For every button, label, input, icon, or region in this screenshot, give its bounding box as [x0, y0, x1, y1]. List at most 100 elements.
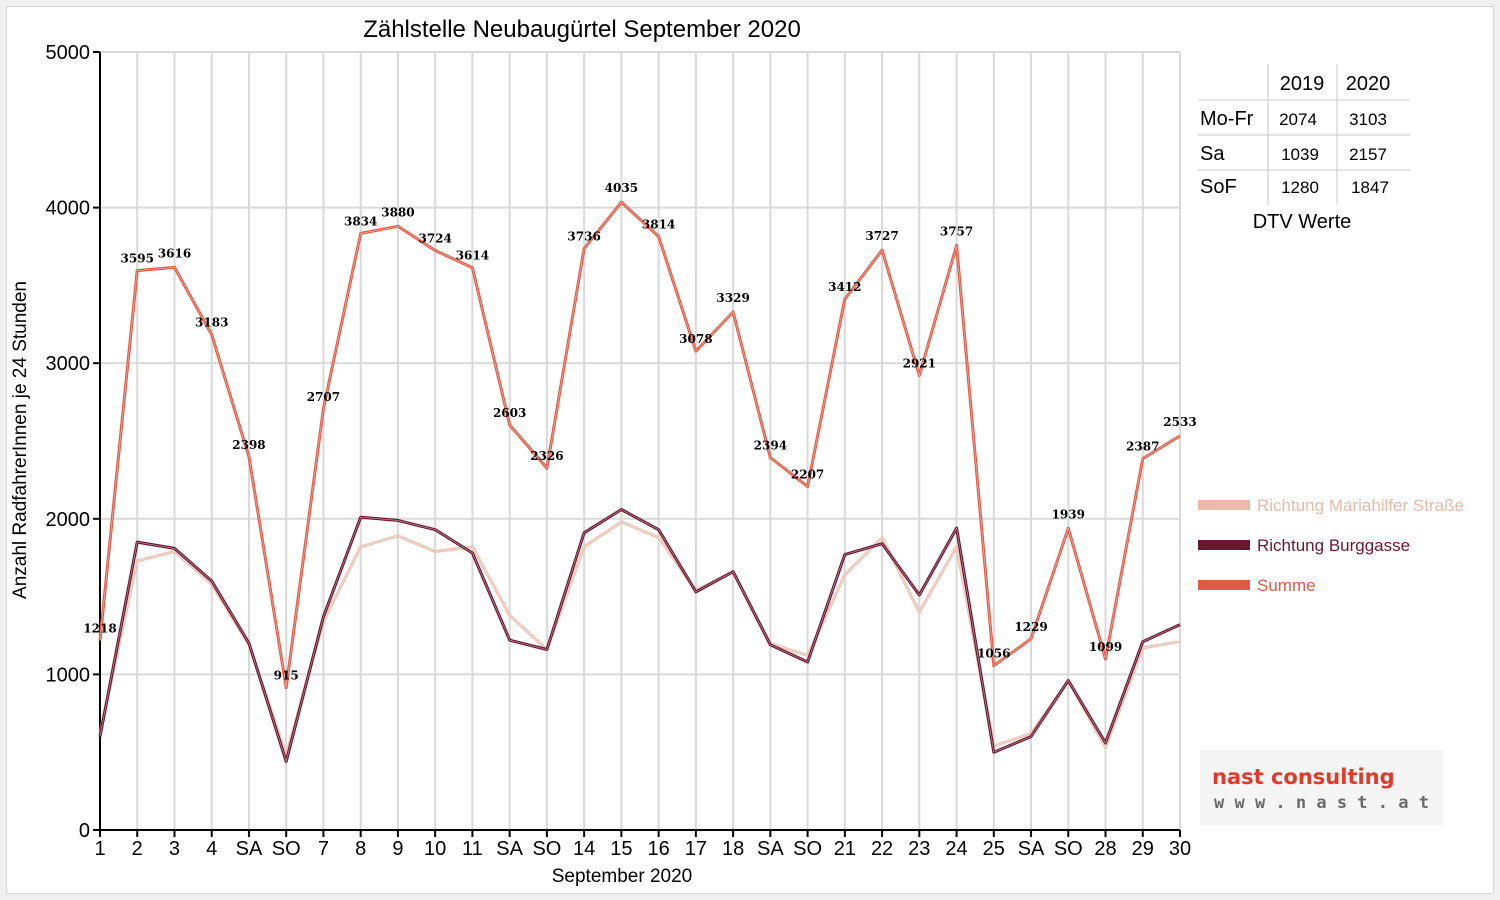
chart-frame: [6, 6, 1494, 894]
data-label: 3614: [456, 249, 489, 263]
x-tick-label: 2: [132, 838, 143, 860]
x-tick-label: SO: [272, 838, 301, 860]
data-label: 3834: [344, 214, 377, 228]
data-label: 3183: [195, 316, 228, 330]
y-tick-label: 5000: [46, 42, 91, 64]
table-cell: 2074: [1279, 110, 1317, 129]
x-tick-label: 3: [169, 838, 180, 860]
axes: [93, 51, 1181, 837]
data-label: 3757: [940, 224, 973, 238]
y-tick-label: 4000: [46, 198, 91, 220]
legend: Richtung Mariahilfer Straße Richtung Burg…: [1198, 496, 1464, 595]
x-tick-label: SA: [236, 838, 263, 860]
data-label: 1099: [1089, 640, 1122, 654]
table-row-label: SoF: [1200, 176, 1237, 198]
data-label: 2707: [307, 390, 340, 404]
x-tick-label: 30: [1169, 838, 1191, 860]
legend-swatch-1: [1198, 500, 1250, 510]
y-axis-label: Anzahl RadfahrerInnen je 24 Stunden: [10, 281, 31, 599]
x-tick-label: SO: [532, 838, 561, 860]
series-line-1: [98, 520, 1181, 757]
legend-entry-1: Richtung Mariahilfer Straße: [1257, 496, 1464, 515]
y-tick-label: 0: [79, 820, 90, 842]
data-label: 1218: [83, 621, 116, 635]
legend-swatch-3: [1198, 580, 1250, 590]
data-label: 2394: [754, 438, 787, 452]
series-line-highlight: [99, 201, 1181, 688]
data-label: 3880: [381, 205, 414, 219]
data-label: 2398: [232, 438, 265, 452]
chart-title: Zählstelle Neubaugürtel September 2020: [363, 16, 801, 43]
data-label: 915: [274, 669, 299, 683]
x-tick-label: 7: [318, 838, 329, 860]
table-cell: 3103: [1349, 110, 1387, 129]
table-cell: 2157: [1349, 145, 1387, 164]
data-label: 2207: [791, 468, 824, 482]
x-tick-label: SA: [496, 838, 523, 860]
table-row-label: Mo-Fr: [1200, 108, 1254, 130]
data-label: 3329: [716, 291, 749, 305]
table-header-2019: 2019: [1280, 73, 1325, 95]
x-tick-label: 9: [392, 838, 403, 860]
x-tick-label: SA: [1018, 838, 1045, 860]
table-caption: DTV Werte: [1253, 211, 1352, 233]
table-header-2020: 2020: [1346, 73, 1391, 95]
series-line-highlight: [99, 509, 1181, 763]
x-tick-label: 10: [424, 838, 446, 860]
logo-url: w w w . n a s t . a t: [1214, 793, 1429, 813]
series-layer: [98, 200, 1181, 763]
data-label: 3078: [679, 332, 712, 346]
x-tick-label: 11: [462, 838, 483, 860]
series-line-highlight: [99, 521, 1181, 757]
x-tick-label: 18: [722, 838, 744, 860]
data-labels: 1218 3595 3616 3183 2398 915 2707 3834 3880 3724 3…: [83, 181, 1196, 682]
company-logo: nast consulting w w w . n a s t . a t: [1200, 750, 1443, 825]
dtv-table: 2019 2020 Mo-Fr 2074 3103 Sa 1039 2157 S…: [1198, 64, 1410, 233]
x-tick-label: 29: [1132, 838, 1154, 860]
x-tick-label: 15: [610, 838, 632, 860]
data-label: 2326: [530, 449, 563, 463]
x-tick-label: 22: [871, 838, 893, 860]
x-tick-label: 14: [573, 838, 595, 860]
x-tick-label: SA: [757, 838, 784, 860]
x-tick-label: 25: [983, 838, 1005, 860]
logo-background: [1200, 750, 1443, 825]
data-label: 4035: [605, 181, 638, 195]
data-label: 1939: [1052, 507, 1085, 521]
data-label: 2533: [1163, 415, 1196, 429]
data-label: 1056: [977, 647, 1010, 661]
data-label: 3724: [418, 232, 451, 246]
data-label: 2921: [903, 356, 936, 370]
x-tick-label: 1: [94, 838, 105, 860]
x-tick-label: 21: [834, 838, 856, 860]
legend-entry-3: Summe: [1257, 576, 1316, 595]
table-cell: 1280: [1281, 178, 1319, 197]
legend-swatch-2: [1198, 540, 1250, 550]
data-label: 2387: [1126, 440, 1159, 454]
table-row-label: Sa: [1200, 143, 1225, 165]
x-tick-labels: 1 2 3 4 SA SO 7 8 9 10 11 SA SO 14 15 16 17 18 SA SO 21 22 23 2…: [94, 838, 1191, 860]
x-tick-label: 4: [206, 838, 217, 860]
table-cell: 1847: [1351, 178, 1389, 197]
table-cell: 1039: [1281, 145, 1319, 164]
data-label: 2603: [493, 406, 526, 420]
data-label: 3595: [121, 252, 154, 266]
y-tick-label: 2000: [46, 509, 91, 531]
data-label: 3736: [567, 230, 600, 244]
data-label: 3727: [865, 229, 898, 243]
data-label: 1229: [1014, 620, 1047, 634]
y-tick-labels: 0 1000 2000 3000 4000 5000: [46, 42, 91, 842]
y-tick-label: 1000: [46, 664, 91, 686]
grid: [100, 51, 1181, 830]
x-tick-label: 24: [945, 838, 967, 860]
x-tick-label: 28: [1094, 838, 1116, 860]
series-line-2: [98, 508, 1181, 763]
x-tick-label: 16: [647, 838, 669, 860]
x-tick-label: 23: [908, 838, 930, 860]
x-tick-label: SO: [793, 838, 822, 860]
logo-name: nast consulting: [1212, 765, 1395, 789]
data-label: 3814: [642, 218, 675, 232]
y-tick-label: 3000: [46, 353, 91, 375]
x-axis-label: September 2020: [552, 866, 693, 887]
